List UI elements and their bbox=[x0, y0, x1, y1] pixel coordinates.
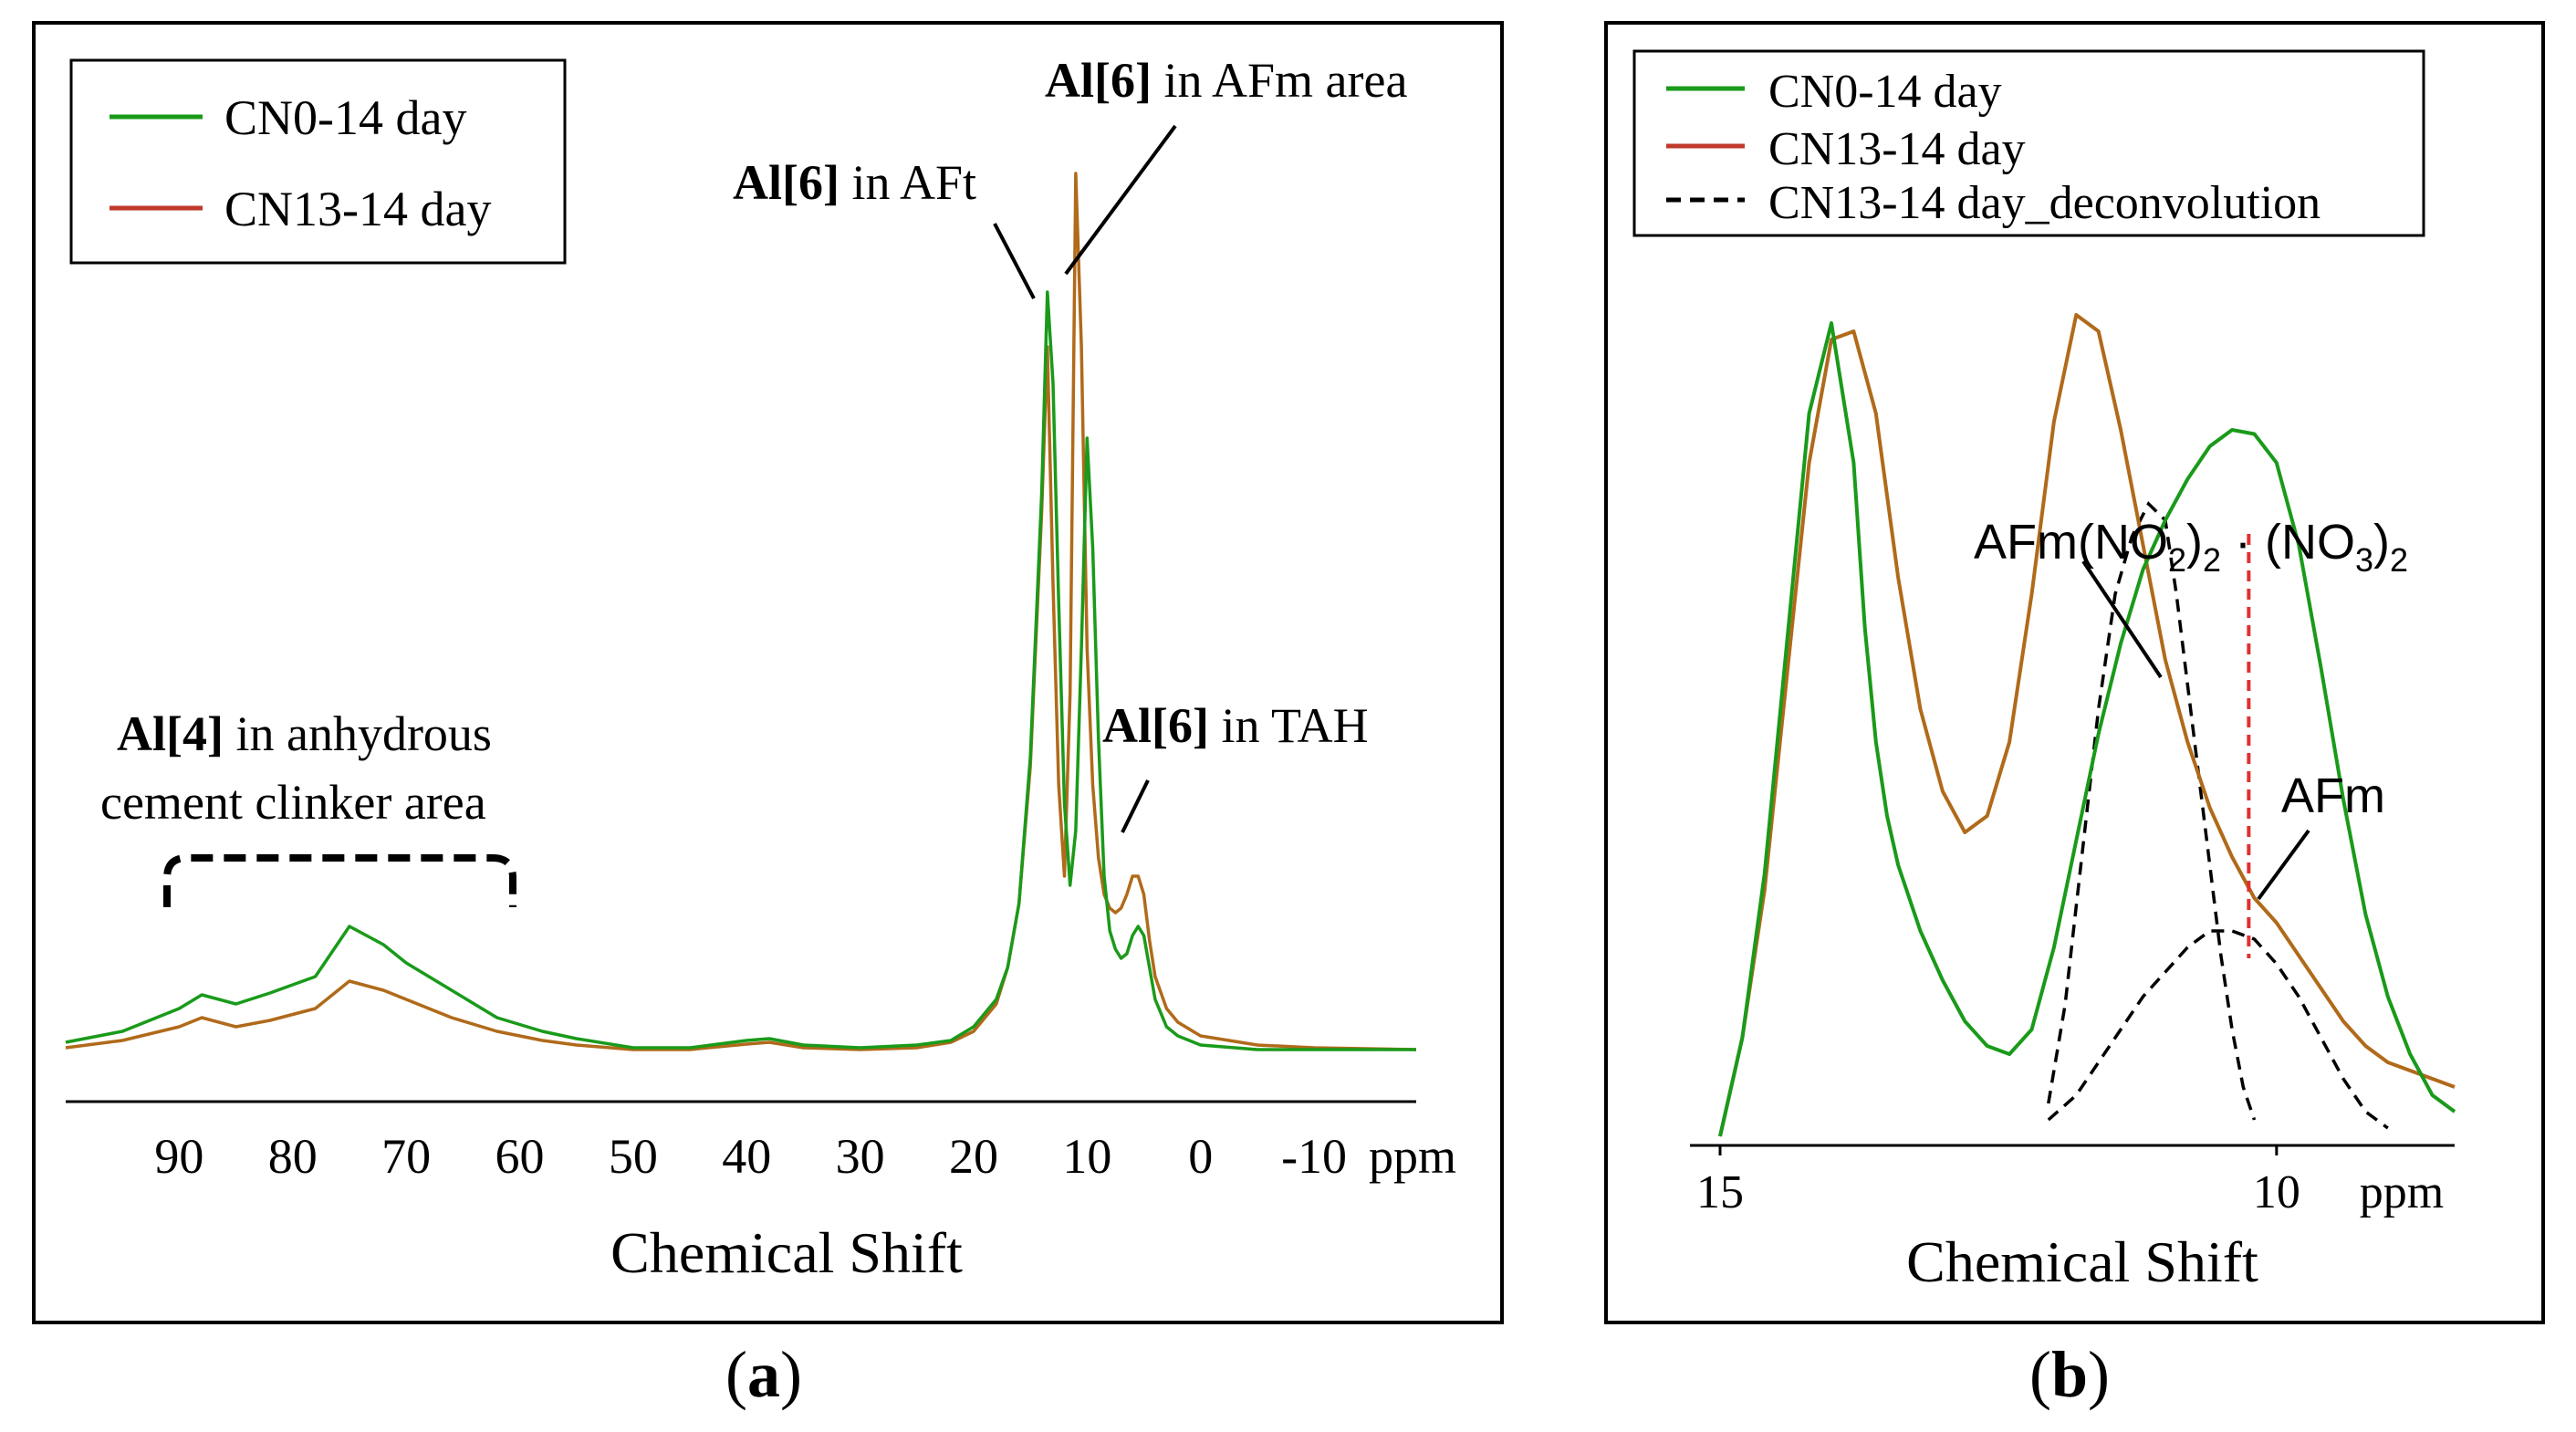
svg-text:Al[6] in AFt: Al[6] in AFt bbox=[733, 155, 976, 210]
annotation-al6-tah-leader bbox=[1121, 779, 1150, 833]
annotation-al4-text-line2: cement clinker area bbox=[100, 775, 486, 830]
annotation-al6-afm-text: in AFm area bbox=[1152, 53, 1407, 108]
panel-b-deconvolution-component-1 bbox=[2047, 501, 2257, 1121]
annotation-al6-aft-bold: Al[6] bbox=[733, 155, 840, 210]
afm-no2-main: AFm(NO bbox=[1974, 515, 2168, 570]
annotation-al6-tah-bold: Al[6] bbox=[1102, 698, 1209, 753]
panel-a-tick-label: 90 bbox=[154, 1129, 203, 1184]
panel-b-legend-label-cn0: CN0-14 day bbox=[1768, 66, 2002, 118]
panel-b-x-axis-label: Chemical Shift bbox=[1906, 1229, 2258, 1294]
panel-a-frame bbox=[32, 21, 1504, 1324]
panel-a-tick-label: 60 bbox=[495, 1129, 544, 1184]
panel-b-legend-box bbox=[1632, 49, 2425, 237]
panel-a-legend-label-cn13: CN13-14 day bbox=[224, 182, 491, 236]
panel-a-x-axis-label: Chemical Shift bbox=[610, 1220, 963, 1285]
panel-a-tick-label: 30 bbox=[836, 1129, 885, 1184]
panel-a-label: (a) bbox=[725, 1338, 802, 1411]
annotation-al4-bracket bbox=[163, 854, 516, 907]
panel-a-tick-label: -10 bbox=[1281, 1129, 1347, 1184]
svg-text:AFm(NO2)2 · (NO3)2: AFm(NO2)2 · (NO3)2 bbox=[1974, 515, 2408, 579]
panel-a-series-line-cn13 bbox=[65, 172, 1417, 1051]
annotation-al4-bold: Al[4] bbox=[117, 706, 224, 761]
afm-no2-end: ) bbox=[2373, 515, 2390, 570]
afm-no2-leader bbox=[2081, 559, 2163, 679]
afm-no2-dot: · (NO bbox=[2221, 515, 2355, 570]
panel-b-label-close: ) bbox=[2088, 1338, 2110, 1411]
afm-no2-sub2: 2 bbox=[2203, 541, 2221, 579]
svg-text:Al[6] in AFm area: Al[6] in AFm area bbox=[1045, 53, 1407, 108]
panel-a-label-letter: a bbox=[747, 1338, 780, 1411]
annotation-al6-aft-leader bbox=[993, 223, 1036, 299]
panel-b-label-open: ( bbox=[2029, 1338, 2051, 1411]
panel-a-tick-label: 50 bbox=[609, 1129, 658, 1184]
svg-text:Al[6] in TAH: Al[6] in TAH bbox=[1102, 698, 1369, 753]
panel-a-legend: CN0-14 day CN13-14 day bbox=[69, 58, 567, 265]
panel-b-label-letter: b bbox=[2051, 1338, 2088, 1411]
panel-b-tick-label: 10 bbox=[2253, 1166, 2300, 1218]
afm-no2-mid: ) bbox=[2186, 515, 2203, 570]
panel-a-annotation-al6-aft: Al[6] in AFt bbox=[733, 155, 1036, 299]
panel-b-deconvolution-component-2 bbox=[2047, 929, 2389, 1130]
panel-a-tick-label: 20 bbox=[949, 1129, 998, 1184]
panel-a-x-unit: ppm bbox=[1369, 1129, 1456, 1184]
panel-b-legend-label-cn13: CN13-14 day bbox=[1768, 123, 2026, 175]
afm-leader bbox=[2257, 829, 2310, 901]
svg-text:Al[4] in anhydrous: Al[4] in anhydrous bbox=[117, 706, 492, 761]
panel-a-annotation-al6-afm: Al[6] in AFm area bbox=[1045, 53, 1407, 276]
annotation-al6-afm-leader bbox=[1064, 124, 1177, 276]
panel-a-tick-label: 10 bbox=[1062, 1129, 1111, 1184]
panel-b-frame bbox=[1604, 21, 2545, 1324]
panel-b: 15 10 ppm Chemical Shift CN0-14 day CN13-… bbox=[1604, 21, 2545, 1411]
panel-b-legend: CN0-14 day CN13-14 day CN13-14 day_decon… bbox=[1632, 49, 2425, 237]
annotation-al6-aft-text: in AFt bbox=[840, 155, 976, 210]
annotation-al6-tah-text: in TAH bbox=[1209, 698, 1369, 753]
panel-a-legend-label-cn0: CN0-14 day bbox=[224, 90, 466, 145]
panel-b-annotation-afm: AFm bbox=[2257, 768, 2385, 901]
panel-a-tick-label: 70 bbox=[381, 1129, 431, 1184]
panel-a-annotation-al6-tah: Al[6] in TAH bbox=[1102, 698, 1369, 833]
panel-a-annotation-al4-clinker: Al[4] in anhydrous cement clinker area bbox=[100, 706, 516, 907]
panel-b-label: (b) bbox=[2029, 1338, 2110, 1411]
panel-b-legend-label-deconv: CN13-14 day_deconvolution bbox=[1768, 177, 2320, 229]
panel-a-label-open: ( bbox=[725, 1338, 747, 1411]
panel-b-series-line-cn13 bbox=[1718, 313, 2456, 1137]
afm-no2-sub4: 2 bbox=[2390, 541, 2408, 579]
panel-b-tick-label: 15 bbox=[1696, 1166, 1744, 1218]
panel-b-series-line-cn0 bbox=[1718, 321, 2456, 1137]
panel-b-annotation-afm-no2-no3: AFm(NO2)2 · (NO3)2 bbox=[1974, 515, 2408, 679]
panel-a-tick-label: 0 bbox=[1188, 1129, 1213, 1184]
annotation-al6-afm-bold: Al[6] bbox=[1045, 53, 1152, 108]
afm-no2-sub3: 3 bbox=[2355, 541, 2373, 579]
afm-no2-sub1: 2 bbox=[2168, 541, 2186, 579]
panel-a-label-close: ) bbox=[780, 1338, 802, 1411]
panel-b-x-unit: ppm bbox=[2360, 1166, 2444, 1218]
afm-label: AFm bbox=[2281, 768, 2385, 823]
panel-a-legend-box bbox=[69, 58, 567, 265]
annotation-al4-text: in anhydrous bbox=[224, 706, 492, 761]
panel-a: 90 80 70 60 50 40 30 20 10 0 -10 ppm Chemical Shif… bbox=[32, 21, 1504, 1411]
panel-a-tick-label: 40 bbox=[722, 1129, 771, 1184]
panel-a-series-line-cn0 bbox=[65, 290, 1416, 1051]
panel-a-tick-label: 80 bbox=[268, 1129, 318, 1184]
